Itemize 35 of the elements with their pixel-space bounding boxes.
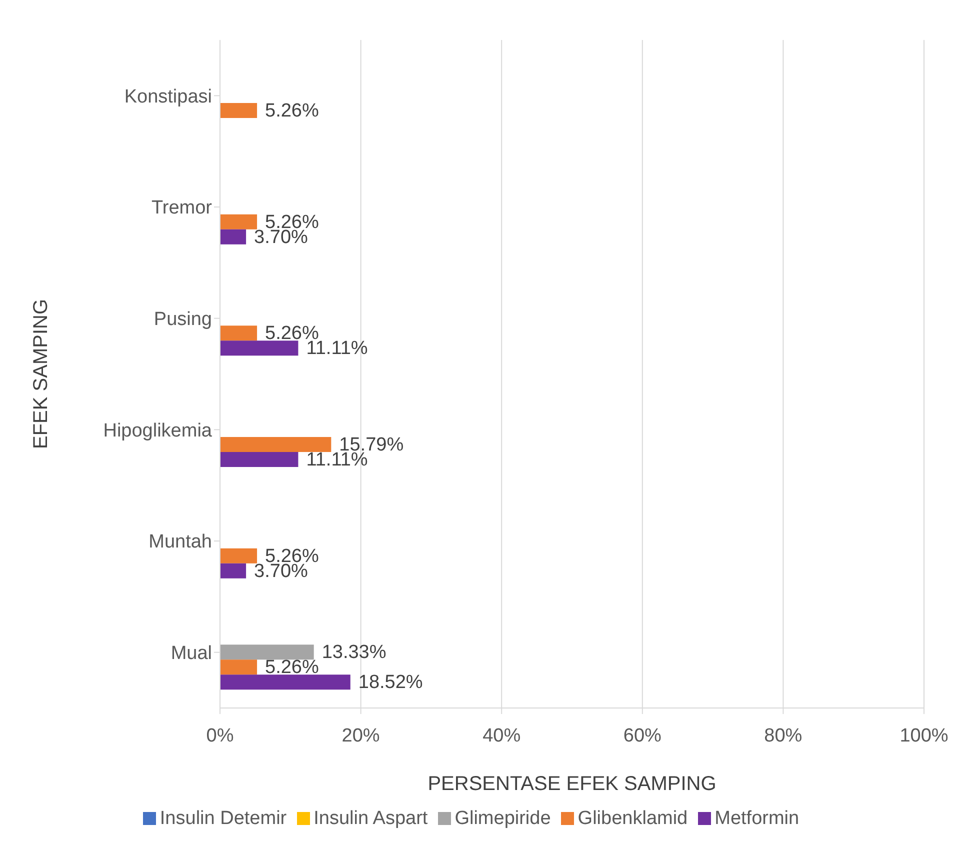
legend-label: Glibenklamid [578, 808, 688, 829]
x-tick-label: 100% [900, 725, 948, 746]
data-label: 5.26% [265, 100, 320, 122]
legend-label: Metformin [714, 808, 800, 829]
legend-label: Glimepiride [454, 808, 551, 829]
data-label: 5.26% [265, 657, 320, 678]
y-tick-label: Pusing [154, 309, 212, 330]
x-tick-label: 40% [482, 725, 521, 746]
bar [220, 326, 258, 341]
bar [220, 644, 314, 660]
y-tick-label: Hipoglikemia [103, 420, 212, 442]
x-tick-label: 80% [764, 725, 802, 746]
bar [220, 674, 350, 690]
bar [220, 660, 258, 675]
bar [220, 437, 332, 452]
bar [220, 548, 258, 564]
bar [220, 563, 246, 578]
y-tick-label: Konstipasi [124, 86, 212, 108]
y-tick-label: Mual [170, 643, 212, 664]
legend-label: Insulin Detemir [160, 808, 287, 829]
x-tick-label: 60% [623, 725, 662, 746]
bar [220, 452, 298, 467]
x-tick-label: 0% [206, 725, 234, 746]
x-tick-label: 20% [342, 725, 380, 746]
bar [220, 214, 258, 230]
y-tick-label: Muntah [148, 532, 212, 553]
x-axis-title: PERSENTASE EFEK SAMPING [428, 773, 716, 795]
y-axis-title: EFEK SAMPING [30, 298, 52, 450]
data-label: 13.33% [322, 642, 386, 664]
y-tick-label: Tremor [151, 198, 213, 219]
bar [220, 229, 246, 244]
bar [220, 103, 258, 118]
data-label: 18.52% [358, 672, 423, 694]
bar [220, 340, 298, 356]
legend-label: Insulin Aspart [314, 808, 428, 829]
